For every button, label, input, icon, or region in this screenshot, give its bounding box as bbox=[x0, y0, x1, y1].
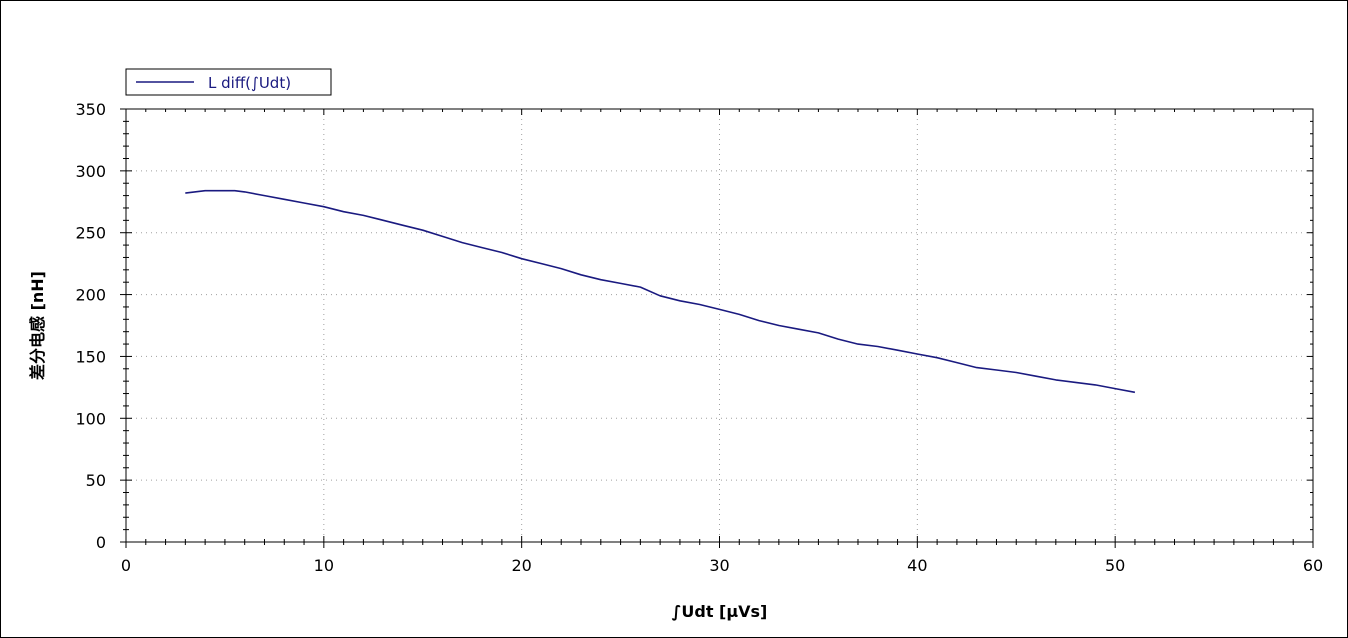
series-line bbox=[185, 189, 1136, 394]
x-tick-label: 20 bbox=[511, 556, 531, 575]
x-tick-label: 60 bbox=[1303, 556, 1323, 575]
y-tick-label: 200 bbox=[75, 286, 106, 305]
y-axis-title: 差分电感 [nH] bbox=[28, 271, 47, 380]
x-axis-title: ∫Udt [µVs] bbox=[672, 602, 768, 621]
x-tick-label: 50 bbox=[1105, 556, 1125, 575]
y-tick-label: 300 bbox=[75, 162, 106, 181]
x-tick-label: 0 bbox=[121, 556, 131, 575]
x-tick-label: 10 bbox=[314, 556, 334, 575]
y-tick-label: 150 bbox=[75, 347, 106, 366]
y-tick-label: 0 bbox=[96, 533, 106, 552]
x-tick-label: 30 bbox=[709, 556, 729, 575]
y-tick-label: 50 bbox=[86, 471, 106, 490]
y-tick-label: 350 bbox=[75, 100, 106, 119]
legend-label: L diff(∫Udt) bbox=[208, 74, 291, 92]
plot-area bbox=[126, 109, 1313, 542]
y-tick-label: 250 bbox=[75, 224, 106, 243]
x-tick-label: 40 bbox=[907, 556, 927, 575]
y-tick-label: 100 bbox=[75, 409, 106, 428]
